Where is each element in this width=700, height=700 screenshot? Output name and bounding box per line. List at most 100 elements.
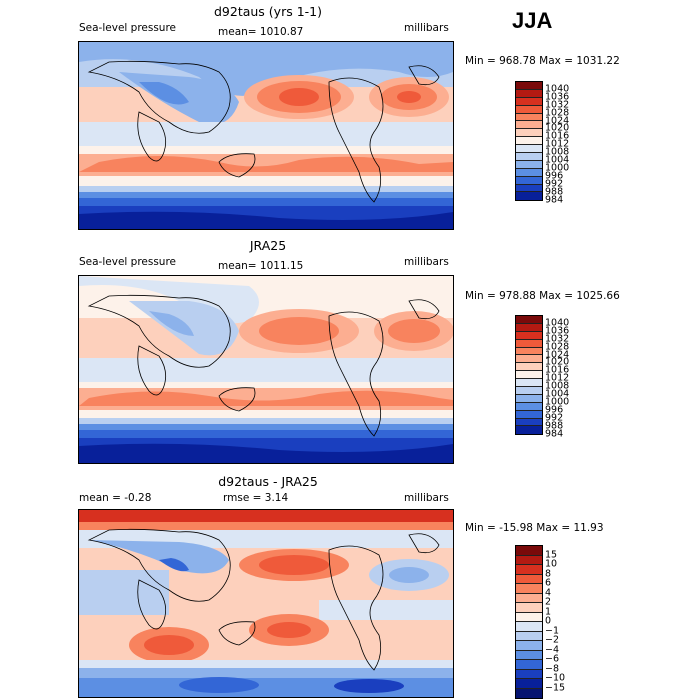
colorbar-swatch (516, 145, 542, 154)
colorbar-tick-label: 996 (545, 404, 564, 416)
colorbar-tick-label: 1 (545, 606, 552, 617)
colorbar-tick-label: 1016 (545, 130, 570, 142)
colorbar-swatch (516, 97, 542, 106)
panel-title: d92taus - JRA25 (218, 474, 318, 489)
colorbar-swatch (516, 89, 542, 98)
rmse-label: rmse = 3.14 (223, 492, 289, 504)
colorbar-tick-label: 1012 (545, 138, 570, 150)
colorbar-tick-label: 1008 (545, 380, 570, 392)
mean-label: mean= 1010.87 (218, 26, 304, 38)
colorbar-swatch (516, 379, 542, 388)
field-label: Sea-level pressure (79, 256, 177, 268)
minmax-label: Min = -15.98 Max = 11.93 (465, 522, 604, 534)
colorbar-swatch (516, 105, 542, 114)
colorbar-swatch (516, 82, 542, 90)
season-label: JJA (512, 8, 553, 33)
pressure-field (79, 42, 453, 229)
colorbar-swatch (516, 355, 542, 364)
colorbar-swatch (516, 339, 542, 348)
colorbar-tick-label: 1000 (545, 162, 570, 174)
colorbar-tick-label: 1032 (545, 333, 570, 345)
colorbar-swatch (516, 394, 542, 403)
colorbar-swatch (516, 371, 542, 380)
colorbar-tick-label: 1000 (545, 396, 570, 408)
colorbar-tick-label: −15 (545, 682, 566, 693)
colorbar-swatch (516, 669, 542, 679)
colorbar-swatch (516, 323, 542, 332)
minmax-label: Min = 968.78 Max = 1031.22 (465, 55, 620, 67)
colorbar-swatch (516, 387, 542, 395)
colorbar-swatch (516, 121, 542, 130)
colorbar-swatch (516, 426, 542, 435)
colorbar-swatch (516, 688, 542, 698)
units-label: millibars (404, 22, 449, 34)
colorbar-swatch (516, 555, 542, 565)
colorbar-tick-label: 6 (545, 577, 552, 589)
colorbar-swatch (516, 418, 542, 427)
colorbar-tick-label: 992 (545, 412, 564, 424)
colorbar-tick-label: −6 (545, 653, 560, 665)
colorbar-tick-label: 1032 (545, 99, 570, 111)
panel-title: JRA25 (249, 238, 287, 253)
colorbar-swatch (516, 316, 542, 324)
colorbar-tick-label: 1028 (545, 341, 570, 353)
colorbar-swatch (516, 168, 542, 177)
colorbar-swatch (516, 650, 542, 660)
colorbar-tick-label: 1040 (545, 317, 570, 329)
colorbar-swatch (516, 631, 542, 641)
colorbar (515, 545, 543, 699)
colorbar-tick-label: 10 (545, 558, 558, 570)
colorbar-tick-label: 996 (545, 170, 564, 182)
colorbar-tick-label: 1028 (545, 107, 570, 119)
colorbar-swatch (516, 153, 542, 161)
colorbar-swatch (516, 584, 542, 594)
colorbar-swatch (516, 574, 542, 584)
map-plot (78, 509, 454, 698)
colorbar-tick-label: 1004 (545, 388, 570, 400)
colorbar-swatch (516, 363, 542, 372)
map-plot (78, 275, 454, 464)
mean-label: mean= 1011.15 (218, 260, 304, 272)
colorbar-tick-label: 1036 (545, 325, 570, 337)
field-label: Sea-level pressure (79, 22, 177, 34)
colorbar (515, 81, 543, 202)
colorbar-tick-label: 8 (545, 568, 552, 579)
colorbar-swatch (516, 546, 542, 556)
pressure-field (79, 276, 453, 463)
units-label: millibars (404, 256, 449, 268)
colorbar-tick-label: 988 (545, 420, 564, 432)
colorbar-swatch (516, 660, 542, 670)
colorbar-swatch (516, 603, 542, 613)
colorbar-swatch (516, 113, 542, 122)
units-label: millibars (404, 492, 449, 504)
colorbar-swatch (516, 129, 542, 138)
colorbar-swatch (516, 137, 542, 146)
colorbar-swatch (516, 641, 542, 651)
mean-label: mean = -0.28 (79, 492, 152, 504)
colorbar-tick-label: 4 (545, 587, 552, 598)
colorbar-swatch (516, 331, 542, 340)
colorbar-swatch (516, 410, 542, 419)
colorbar-swatch (516, 593, 542, 603)
colorbar-tick-label: −10 (545, 672, 566, 684)
colorbar-swatch (516, 612, 542, 622)
colorbar-tick-label: 1004 (545, 154, 570, 166)
colorbar-tick-label: 2 (545, 596, 552, 608)
colorbar-tick-label: 15 (545, 549, 558, 560)
colorbar-swatch (516, 565, 542, 575)
colorbar-tick-label: −8 (545, 663, 560, 674)
colorbar-tick-label: 984 (545, 428, 564, 439)
colorbar-tick-label: 1024 (545, 349, 570, 360)
colorbar-swatch (516, 347, 542, 356)
colorbar-swatch (516, 184, 542, 193)
colorbar-tick-label: 1020 (545, 356, 570, 368)
colorbar-tick-label: 1016 (545, 364, 570, 376)
colorbar-tick-label: −4 (545, 644, 560, 655)
colorbar-swatch (516, 192, 542, 201)
colorbar-swatch (516, 679, 542, 689)
colorbar-tick-label: 1036 (545, 91, 570, 103)
colorbar-tick-label: 1008 (545, 146, 570, 158)
colorbar (515, 315, 543, 436)
colorbar-swatch (516, 402, 542, 411)
colorbar-swatch (516, 160, 542, 169)
